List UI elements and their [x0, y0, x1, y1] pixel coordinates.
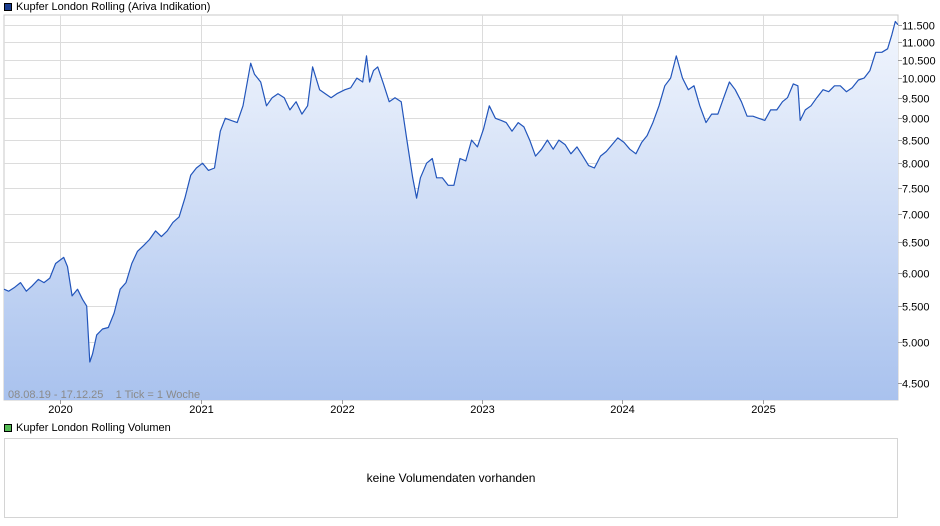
y-tick-label: 5.000 — [902, 338, 930, 350]
y-tick-label: 9.000 — [902, 114, 930, 126]
price-chart: 4.500 5.000 5.500 6.000 6.500 7.000 7.500 8.000… — [3, 14, 936, 416]
y-tick-label: 6.000 — [902, 269, 930, 281]
volume-empty-message: keine Volumendaten vorhanden — [366, 471, 536, 485]
x-tick-label: 2023 — [470, 404, 494, 416]
volume-panel: keine Volumendaten vorhanden — [4, 438, 898, 518]
y-tick-label: 10.500 — [902, 56, 936, 68]
x-tick-label: 2020 — [48, 404, 72, 416]
y-tick-label: 6.500 — [902, 238, 930, 250]
volume-legend-swatch — [4, 424, 12, 432]
y-tick-label: 11.000 — [902, 38, 935, 50]
price-legend-label: Kupfer London Rolling (Ariva Indikation) — [16, 1, 211, 13]
price-line — [3, 20, 899, 363]
range-info: 08.08.19 - 17.12.25 1 Tick = 1 Woche — [8, 389, 200, 401]
y-tick-label: 9.500 — [902, 94, 930, 106]
y-tick-label: 5.500 — [902, 302, 930, 314]
y-tick-label: 4.500 — [902, 379, 930, 391]
volume-legend-label: Kupfer London Rolling Volumen — [16, 422, 171, 434]
y-tick-label: 7.000 — [902, 210, 930, 222]
x-tick-label: 2024 — [610, 404, 634, 416]
y-tick-label: 7.500 — [902, 184, 930, 196]
x-tick-label: 2021 — [189, 404, 213, 416]
y-tick-label: 8.000 — [902, 159, 930, 171]
price-legend: Kupfer London Rolling (Ariva Indikation) — [4, 0, 210, 14]
x-tick-label: 2022 — [330, 404, 354, 416]
y-tick-label: 11.500 — [902, 21, 935, 33]
y-tick-label: 8.500 — [902, 136, 930, 148]
y-tick-label: 10.000 — [902, 74, 936, 86]
x-tick-label: 2025 — [751, 404, 775, 416]
price-legend-swatch — [4, 3, 12, 11]
volume-legend: Kupfer London Rolling Volumen — [4, 421, 171, 435]
price-area — [4, 21, 898, 400]
